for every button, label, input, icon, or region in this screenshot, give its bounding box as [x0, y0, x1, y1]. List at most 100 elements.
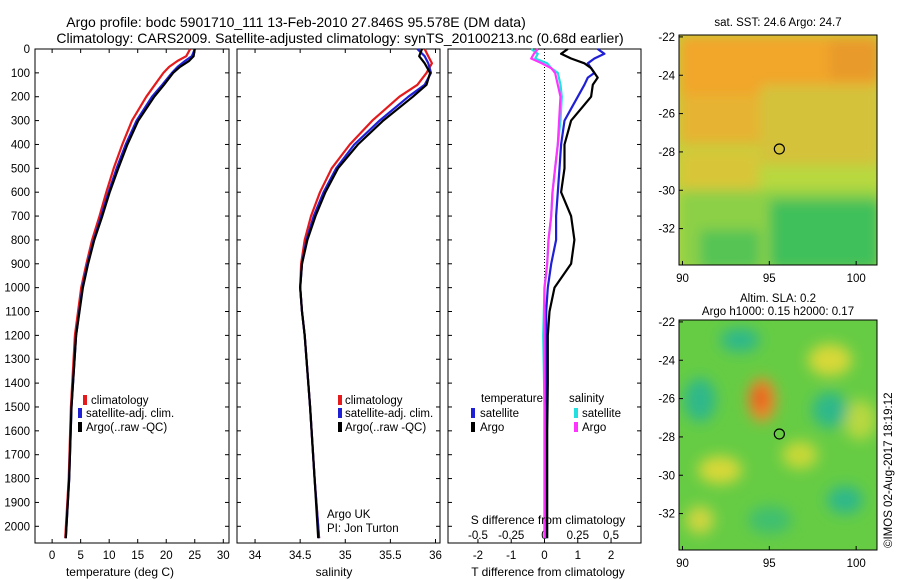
x-tick-label: 2 — [608, 550, 614, 562]
series-line-salinity-argo — [530, 48, 562, 539]
legend-title-salinity: salinity — [569, 393, 604, 405]
series-line-satellite-adj-clim- — [299, 48, 433, 539]
y-tick-label: -30 — [658, 185, 675, 197]
y-tick-label: 400 — [11, 139, 30, 151]
x-tick-label: 34.5 — [289, 550, 311, 562]
y-tick-label: 1200 — [4, 330, 30, 342]
sst-map-title: sat. SST: 24.6 Argo: 24.7 — [714, 17, 841, 29]
y-tick-label: -24 — [658, 70, 675, 82]
x-tick-label: 100 — [847, 273, 866, 285]
legend-label-temp-satellite: satellite — [480, 408, 519, 420]
difference-plot: -2 -1 0 1 2-0.5 -0.25 0 0.25 0.5 — [448, 48, 641, 562]
temperature-xlabel: temperature (deg C) — [66, 565, 174, 579]
x2-tick-label: 0.25 — [567, 530, 589, 542]
salinity-plot: 34 34.5 35 35.5 36 — [237, 48, 442, 562]
legend-label-satellite: satellite-adj. clim. — [345, 408, 433, 420]
y-tick-label: 200 — [11, 92, 30, 104]
y-tick-label: 1600 — [4, 426, 30, 438]
legend-swatch-climatology — [83, 395, 87, 405]
x-tick-label: 100 — [847, 558, 866, 570]
x2-tick-label: -0.25 — [498, 530, 524, 542]
legend-swatch-temp-argo — [471, 422, 475, 432]
legend-swatch-satellite — [338, 408, 342, 418]
legend-swatch-sal-satellite — [574, 408, 578, 418]
y-tick-label: 900 — [11, 259, 30, 271]
y-tick-label: -30 — [658, 470, 675, 482]
y-tick-label: 1900 — [4, 497, 30, 509]
x-tick-label: 95 — [763, 558, 776, 570]
y-tick-label: 600 — [11, 187, 30, 199]
argo-position-marker — [773, 143, 785, 155]
legend-swatch-climatology — [338, 395, 342, 405]
y-tick-label: -24 — [658, 355, 675, 367]
y-tick-label: 1800 — [4, 474, 30, 486]
y-tick-label: 0 — [24, 44, 30, 56]
series-line-temperature-argo — [546, 48, 599, 539]
legend-label-sal-satellite: satellite — [582, 408, 621, 420]
x-tick-label: -1 — [506, 550, 516, 562]
y-tick-label: -32 — [658, 509, 675, 521]
y-tick-label: -22 — [658, 317, 675, 329]
x2-tick-label: -0.5 — [468, 530, 488, 542]
x-tick-label: 0 — [49, 550, 55, 562]
x-tick-label: 90 — [676, 558, 689, 570]
x-tick-label: 95 — [763, 273, 776, 285]
legend-title-temperature: temperature — [481, 393, 543, 405]
series-line-argo-raw-qc- — [64, 48, 196, 539]
salinity-legend: climatology satellite-adj. clim. Argo(..… — [338, 395, 433, 434]
y-tick-label: 800 — [11, 235, 30, 247]
x-tick-label: 30 — [217, 550, 230, 562]
figure-title-line2: Climatology: CARS2009. Satellite-adjuste… — [56, 30, 623, 46]
salinity-xlabel: salinity — [316, 565, 353, 579]
legend-label-sal-argo: Argo — [582, 422, 606, 434]
x-tick-label: -2 — [473, 550, 483, 562]
x-tick-label: 20 — [160, 550, 173, 562]
legend-label-argo: Argo(..raw -QC) — [86, 422, 167, 434]
x-tick-label: 5 — [77, 550, 83, 562]
y-tick-label: 300 — [11, 116, 30, 128]
y-tick-label: 1700 — [4, 450, 30, 462]
salinity-axes — [236, 48, 441, 544]
temperature-legend: climatology satellite-adj. clim. Argo(..… — [78, 395, 174, 434]
figure-title-line1: Argo profile: bodc 5901710_111 13-Feb-20… — [66, 14, 525, 30]
y-tick-label: 1500 — [4, 402, 30, 414]
sla-map-title-line1: Altim. SLA: 0.2 — [740, 293, 816, 305]
x-tick-label: 1 — [575, 550, 581, 562]
x-tick-label: 35 — [339, 550, 352, 562]
legend-label-temp-argo: Argo — [480, 422, 504, 434]
x-tick-label: 15 — [131, 550, 144, 562]
salinity-annotation-org: Argo UK — [327, 509, 371, 521]
y-tick-label: 500 — [11, 163, 30, 175]
legend-label-argo: Argo(..raw -QC) — [345, 422, 426, 434]
y-tick-label: 1400 — [4, 378, 30, 390]
x-tick-label: 34 — [249, 550, 262, 562]
legend-label-climatology: climatology — [345, 395, 403, 407]
difference-x2label: S difference from climatology — [471, 513, 626, 527]
y-tick-label: -26 — [658, 109, 675, 121]
y-tick-label: -32 — [658, 224, 675, 236]
y-tick-label: 1000 — [4, 283, 30, 295]
difference-xlabel: T difference from climatology — [471, 565, 625, 579]
salinity-annotation-pi: PI: Jon Turton — [327, 523, 399, 535]
y-tick-label: 1300 — [4, 354, 30, 366]
x-tick-label: 36 — [429, 550, 442, 562]
y-tick-label: -22 — [658, 32, 675, 44]
argo-position-marker — [773, 428, 785, 440]
y-tick-label: -26 — [658, 394, 675, 406]
series-line-climatology — [64, 48, 192, 539]
y-tick-label: -28 — [658, 432, 675, 444]
legend-swatch-argo — [338, 422, 342, 432]
legend-label-climatology: climatology — [91, 395, 149, 407]
legend-swatch-temp-satellite — [471, 408, 475, 418]
imos-credit: ©IMOS 02-Aug-2017 18:19:12 — [883, 392, 895, 548]
series-line-temperature-satellite — [545, 48, 606, 539]
x-tick-label: 25 — [188, 550, 201, 562]
y-tick-label: -28 — [658, 147, 675, 159]
sla-map: Altim. SLA: 0.2 Argo h1000: 0.15 h2000: … — [658, 293, 878, 570]
x-tick-label: 35.5 — [379, 550, 401, 562]
series-line-argo-raw-qc- — [299, 48, 432, 539]
legend-swatch-argo — [78, 422, 82, 432]
x-tick-label: 90 — [676, 273, 689, 285]
y-tick-label: 700 — [11, 211, 30, 223]
